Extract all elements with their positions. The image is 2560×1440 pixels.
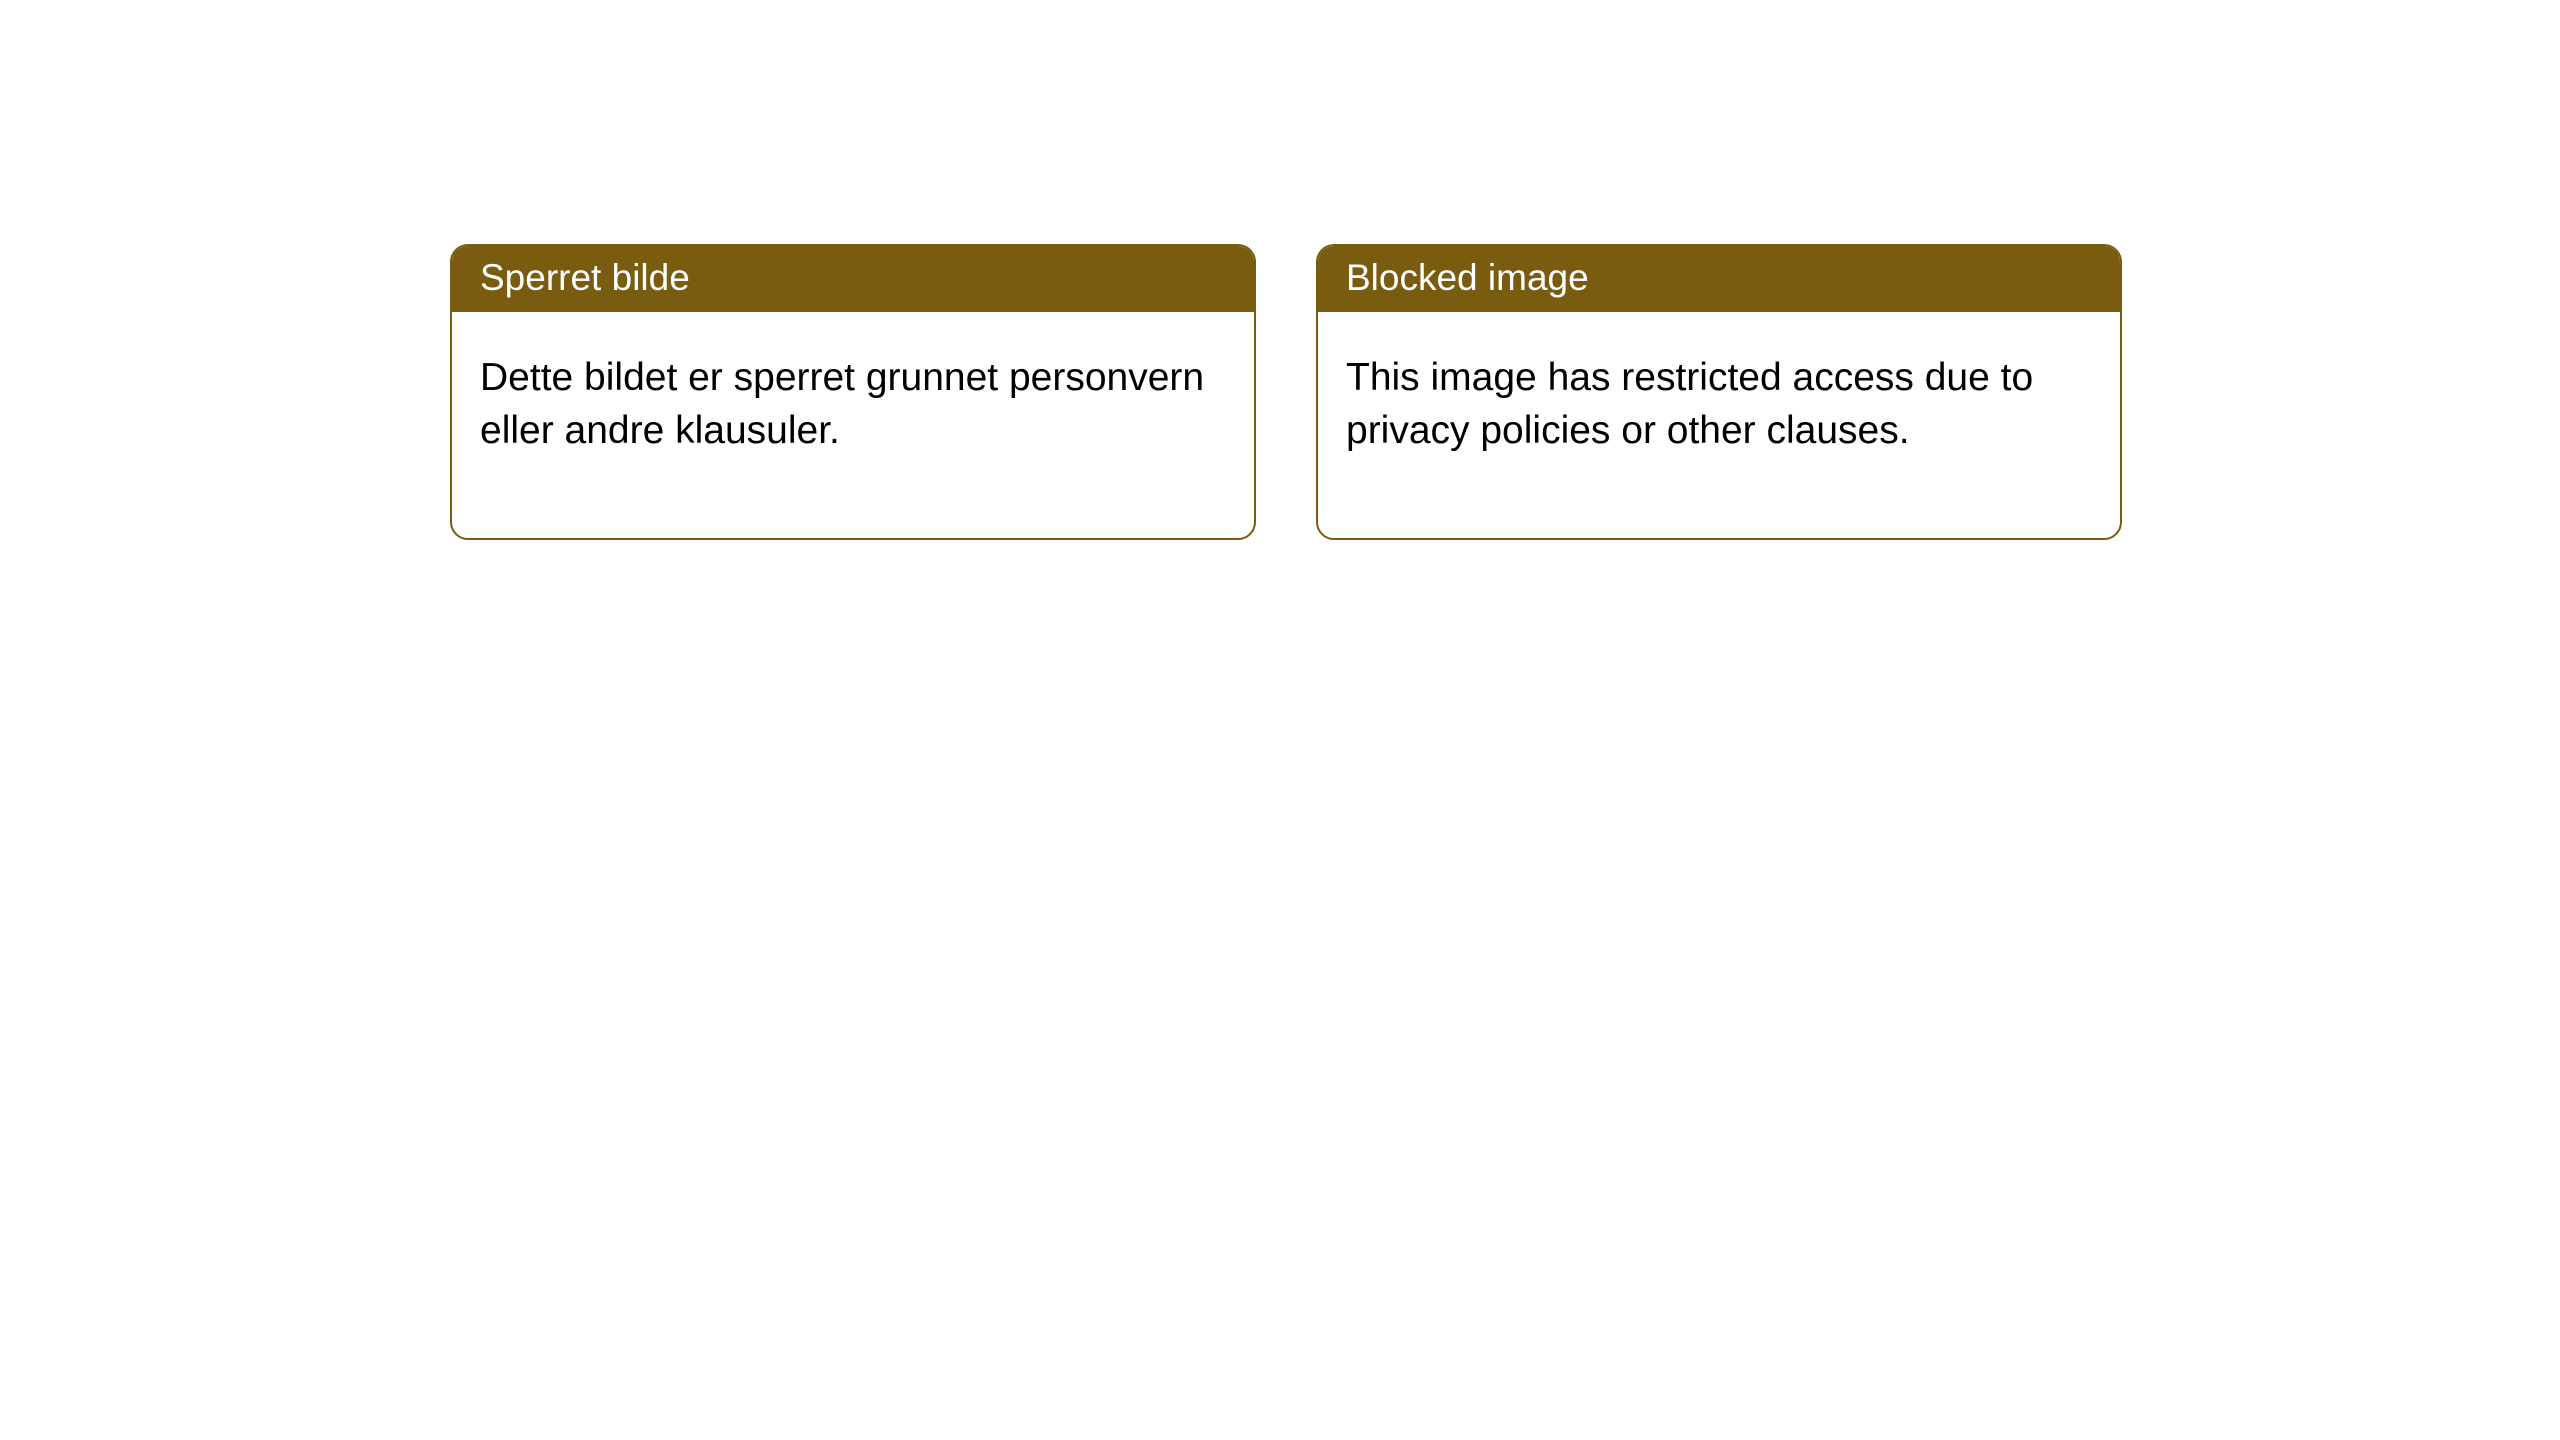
blocked-image-card-en: Blocked image This image has restricted … <box>1316 244 2122 540</box>
card-title: Sperret bilde <box>480 257 690 298</box>
card-header: Blocked image <box>1318 246 2120 312</box>
card-body: Dette bildet er sperret grunnet personve… <box>452 312 1254 537</box>
cards-container: Sperret bilde Dette bildet er sperret gr… <box>0 0 2560 540</box>
card-body-text: Dette bildet er sperret grunnet personve… <box>480 356 1204 452</box>
card-body: This image has restricted access due to … <box>1318 312 2120 537</box>
card-title: Blocked image <box>1346 257 1589 298</box>
blocked-image-card-no: Sperret bilde Dette bildet er sperret gr… <box>450 244 1256 540</box>
card-header: Sperret bilde <box>452 246 1254 312</box>
card-body-text: This image has restricted access due to … <box>1346 356 2033 452</box>
